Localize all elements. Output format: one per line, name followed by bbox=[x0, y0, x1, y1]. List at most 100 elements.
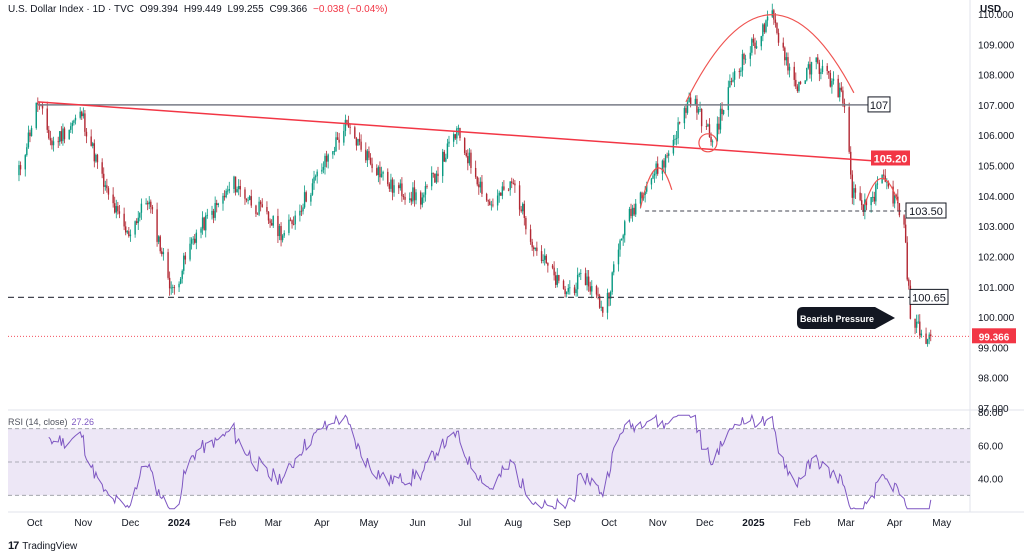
x-tick-label: Jun bbox=[410, 518, 426, 529]
candle-body bbox=[103, 173, 105, 187]
x-tick-label: Mar bbox=[837, 518, 855, 529]
candle-body bbox=[652, 175, 654, 179]
candle-body bbox=[628, 208, 631, 222]
candle-body bbox=[448, 141, 450, 144]
candle-body bbox=[617, 249, 620, 265]
candle-body bbox=[358, 138, 361, 142]
candle-body bbox=[920, 333, 923, 336]
candle-body bbox=[247, 200, 249, 201]
candle-body bbox=[93, 143, 96, 162]
candle-body bbox=[795, 79, 797, 87]
candle-body bbox=[393, 185, 395, 193]
candle-body bbox=[95, 154, 97, 162]
candle-body bbox=[870, 196, 872, 206]
candle-body bbox=[82, 113, 85, 117]
candle-body bbox=[354, 127, 356, 139]
candle-body bbox=[917, 321, 919, 323]
candle-body bbox=[806, 67, 808, 81]
candle-body bbox=[678, 122, 681, 124]
bearish-pressure-callout: Bearish Pressure bbox=[797, 306, 895, 329]
candle-body bbox=[223, 195, 226, 198]
last-price-tag: 99.366 bbox=[972, 328, 1016, 344]
candle-body bbox=[556, 275, 558, 285]
y-tick-label: 97.000 bbox=[978, 404, 1009, 415]
candle-body bbox=[387, 171, 389, 185]
y-tick-label: 110.000 bbox=[978, 10, 1014, 21]
candle-body bbox=[62, 128, 64, 142]
candle-body bbox=[190, 239, 193, 244]
candle-body bbox=[663, 160, 665, 168]
candle-body bbox=[214, 203, 216, 218]
candle-body bbox=[787, 57, 789, 71]
candle-body bbox=[565, 291, 568, 295]
candle-body bbox=[280, 226, 282, 241]
y-tick-label: 101.000 bbox=[978, 283, 1015, 294]
candle-body bbox=[633, 207, 635, 215]
candle-body bbox=[382, 171, 384, 174]
candle-body bbox=[51, 140, 53, 146]
level-label-box bbox=[871, 150, 910, 166]
candle-body bbox=[167, 252, 169, 278]
candle-body bbox=[424, 186, 427, 195]
candle-body bbox=[512, 183, 515, 184]
candle-body bbox=[156, 209, 158, 242]
candle-body bbox=[316, 171, 318, 177]
candle-body bbox=[420, 192, 422, 205]
candle-body bbox=[700, 108, 703, 127]
x-tick-label: Nov bbox=[74, 518, 92, 529]
y-tick-label: 102.000 bbox=[978, 252, 1015, 263]
candle-body bbox=[322, 166, 325, 170]
candle-body bbox=[688, 97, 690, 103]
candle-body bbox=[137, 217, 139, 224]
candle-body bbox=[619, 240, 621, 250]
candle-body bbox=[291, 220, 293, 224]
candle-body bbox=[288, 219, 290, 234]
tradingview-logo-icon: 17 bbox=[8, 540, 19, 552]
candle-body bbox=[578, 273, 580, 275]
candle-body bbox=[415, 192, 417, 201]
candle-body bbox=[886, 181, 888, 183]
candle-body bbox=[904, 224, 907, 243]
candle-body bbox=[441, 151, 444, 177]
candle-body bbox=[752, 38, 755, 43]
candle-body bbox=[915, 321, 918, 328]
candle-body bbox=[751, 38, 753, 53]
level-label-box bbox=[905, 202, 947, 219]
candle-body bbox=[79, 111, 81, 118]
candle-body bbox=[281, 235, 284, 241]
rsi-value: 27.26 bbox=[71, 417, 95, 427]
level-105-20-label: 105.20 bbox=[871, 150, 910, 166]
candle-body bbox=[862, 205, 864, 212]
candle-body bbox=[228, 188, 230, 191]
candle-body bbox=[525, 217, 527, 230]
candle-body bbox=[744, 58, 747, 60]
tradingview-brand[interactable]: 17 TradingView bbox=[8, 540, 77, 552]
rsi-band bbox=[8, 428, 970, 496]
candle-body bbox=[514, 183, 516, 186]
candle-body bbox=[410, 198, 413, 202]
candle-body bbox=[832, 78, 835, 81]
candle-body bbox=[926, 339, 929, 344]
candle-body bbox=[272, 215, 274, 226]
candle-body bbox=[503, 186, 505, 190]
candle-body bbox=[496, 195, 499, 206]
candle-body bbox=[85, 131, 88, 137]
candle-body bbox=[606, 292, 609, 313]
candle-body bbox=[729, 81, 731, 88]
candle-body bbox=[522, 203, 524, 212]
candle-body bbox=[299, 210, 301, 216]
candle-body bbox=[755, 46, 758, 49]
candle-body bbox=[777, 32, 780, 43]
candle-body bbox=[349, 126, 351, 128]
candle-body bbox=[48, 129, 50, 139]
candle-body bbox=[368, 151, 370, 158]
candle-body bbox=[321, 169, 323, 172]
candle-body bbox=[831, 80, 833, 87]
candle-body bbox=[536, 247, 538, 252]
candle-body bbox=[573, 287, 576, 294]
candle-body bbox=[882, 174, 885, 176]
candle-body bbox=[365, 149, 367, 161]
candle-body bbox=[685, 108, 687, 113]
currency-label[interactable]: USD bbox=[980, 4, 1002, 15]
